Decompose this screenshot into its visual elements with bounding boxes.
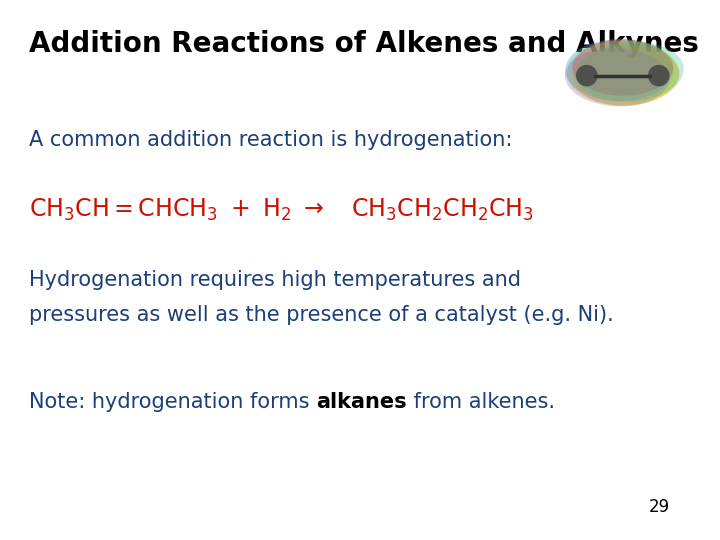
Ellipse shape [567,40,678,105]
Text: Hydrogenation requires high temperatures and: Hydrogenation requires high temperatures… [29,270,521,290]
Ellipse shape [576,65,598,86]
Text: pressures as well as the presence of a catalyst (e.g. Ni).: pressures as well as the presence of a c… [29,305,613,325]
Text: 29: 29 [649,498,670,516]
Text: alkanes: alkanes [316,392,407,411]
Ellipse shape [572,39,673,96]
Ellipse shape [576,42,684,102]
Text: Addition Reactions of Alkenes and Alkynes: Addition Reactions of Alkenes and Alkyne… [29,30,698,58]
Text: Note: hydrogenation forms: Note: hydrogenation forms [29,392,316,411]
Ellipse shape [565,48,669,106]
Text: A common addition reaction is hydrogenation:: A common addition reaction is hydrogenat… [29,130,512,150]
Ellipse shape [565,39,673,102]
Text: from alkenes.: from alkenes. [407,392,554,411]
Text: $\mathregular{CH_3CH{=}CHCH_3\ +\ H_2}$$\mathregular{\ \rightarrow\ \ \ CH_3CH_2: $\mathregular{CH_3CH{=}CHCH_3\ +\ H_2}$$… [29,197,534,224]
Ellipse shape [573,45,680,106]
Ellipse shape [648,65,670,86]
